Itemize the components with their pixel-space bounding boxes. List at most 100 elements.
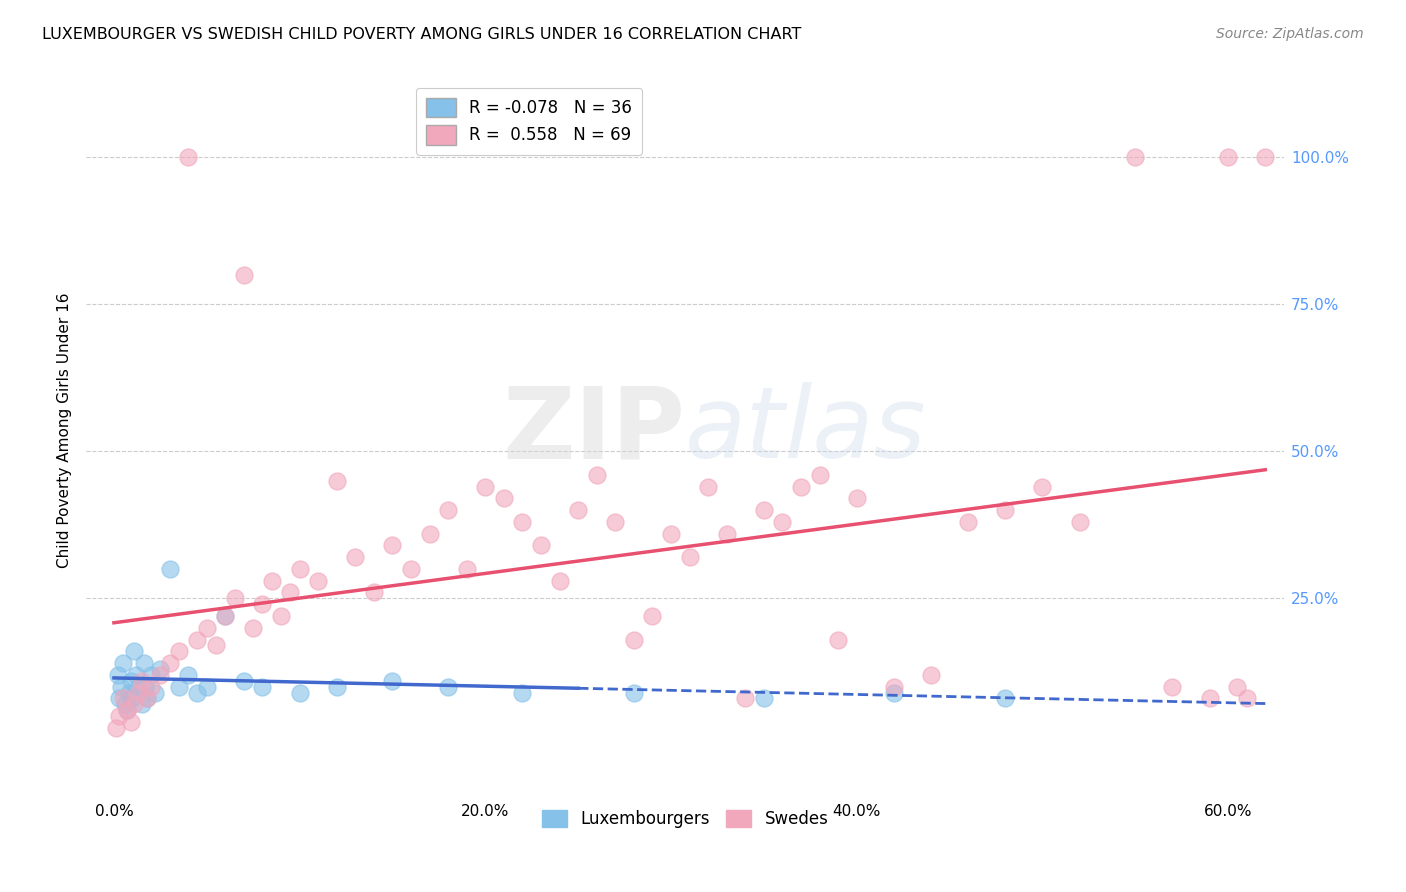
Point: [883, 680, 905, 694]
Point: [108, 691, 131, 706]
Point: [1069, 515, 1091, 529]
Point: [124, 644, 146, 658]
Point: [1198, 691, 1220, 706]
Point: [605, 515, 627, 529]
Point: [772, 515, 794, 529]
Point: [399, 562, 422, 576]
Point: [139, 668, 162, 682]
Point: [344, 550, 367, 565]
Point: [114, 698, 136, 712]
Point: [1031, 479, 1053, 493]
Point: [214, 609, 236, 624]
Point: [125, 668, 148, 682]
Point: [108, 709, 131, 723]
Point: [994, 503, 1017, 517]
Point: [232, 268, 254, 282]
Point: [127, 685, 149, 699]
Point: [131, 698, 153, 712]
Point: [808, 467, 831, 482]
Point: [827, 632, 849, 647]
Point: [326, 680, 349, 694]
Point: [131, 673, 153, 688]
Point: [139, 680, 162, 694]
Point: [242, 621, 264, 635]
Point: [530, 538, 553, 552]
Point: [585, 467, 607, 482]
Point: [270, 609, 292, 624]
Point: [492, 491, 515, 506]
Text: Source: ZipAtlas.com: Source: ZipAtlas.com: [1216, 27, 1364, 41]
Legend: Luxembourgers, Swedes: Luxembourgers, Swedes: [534, 804, 835, 835]
Point: [186, 685, 208, 699]
Point: [205, 639, 228, 653]
Point: [567, 503, 589, 517]
Point: [159, 656, 181, 670]
Point: [112, 691, 135, 706]
Point: [224, 591, 246, 606]
Point: [437, 503, 460, 517]
Point: [1218, 150, 1240, 164]
Point: [548, 574, 571, 588]
Point: [307, 574, 329, 588]
Point: [260, 574, 283, 588]
Point: [121, 691, 143, 706]
Point: [716, 526, 738, 541]
Point: [232, 673, 254, 688]
Point: [124, 698, 146, 712]
Point: [381, 538, 404, 552]
Point: [118, 685, 141, 699]
Point: [177, 668, 200, 682]
Point: [1236, 691, 1258, 706]
Point: [752, 503, 775, 517]
Point: [115, 703, 138, 717]
Point: [623, 685, 645, 699]
Point: [186, 632, 208, 647]
Point: [115, 703, 138, 717]
Point: [641, 609, 664, 624]
Point: [143, 685, 166, 699]
Point: [280, 585, 302, 599]
Point: [149, 662, 172, 676]
Text: LUXEMBOURGER VS SWEDISH CHILD POVERTY AMONG GIRLS UNDER 16 CORRELATION CHART: LUXEMBOURGER VS SWEDISH CHILD POVERTY AM…: [42, 27, 801, 42]
Point: [252, 597, 274, 611]
Point: [419, 526, 441, 541]
Point: [195, 621, 218, 635]
Point: [994, 691, 1017, 706]
Point: [134, 680, 156, 694]
Point: [214, 609, 236, 624]
Point: [326, 474, 349, 488]
Point: [195, 680, 218, 694]
Point: [920, 668, 942, 682]
Point: [845, 491, 868, 506]
Point: [437, 680, 460, 694]
Point: [120, 714, 142, 729]
Point: [120, 673, 142, 688]
Point: [734, 691, 756, 706]
Point: [104, 721, 127, 735]
Point: [167, 644, 190, 658]
Point: [149, 668, 172, 682]
Point: [474, 479, 496, 493]
Point: [177, 150, 200, 164]
Text: atlas: atlas: [685, 382, 927, 479]
Y-axis label: Child Poverty Among Girls Under 16: Child Poverty Among Girls Under 16: [58, 293, 72, 568]
Point: [107, 668, 129, 682]
Point: [512, 685, 534, 699]
Point: [790, 479, 813, 493]
Point: [132, 656, 155, 670]
Point: [623, 632, 645, 647]
Point: [1161, 680, 1184, 694]
Point: [167, 680, 190, 694]
Point: [1123, 150, 1146, 164]
Point: [957, 515, 980, 529]
Point: [252, 680, 274, 694]
Text: ZIP: ZIP: [502, 382, 685, 479]
Point: [456, 562, 478, 576]
Point: [363, 585, 385, 599]
Point: [110, 680, 132, 694]
Point: [136, 691, 159, 706]
Point: [1226, 680, 1249, 694]
Point: [381, 673, 404, 688]
Point: [127, 680, 149, 694]
Point: [678, 550, 700, 565]
